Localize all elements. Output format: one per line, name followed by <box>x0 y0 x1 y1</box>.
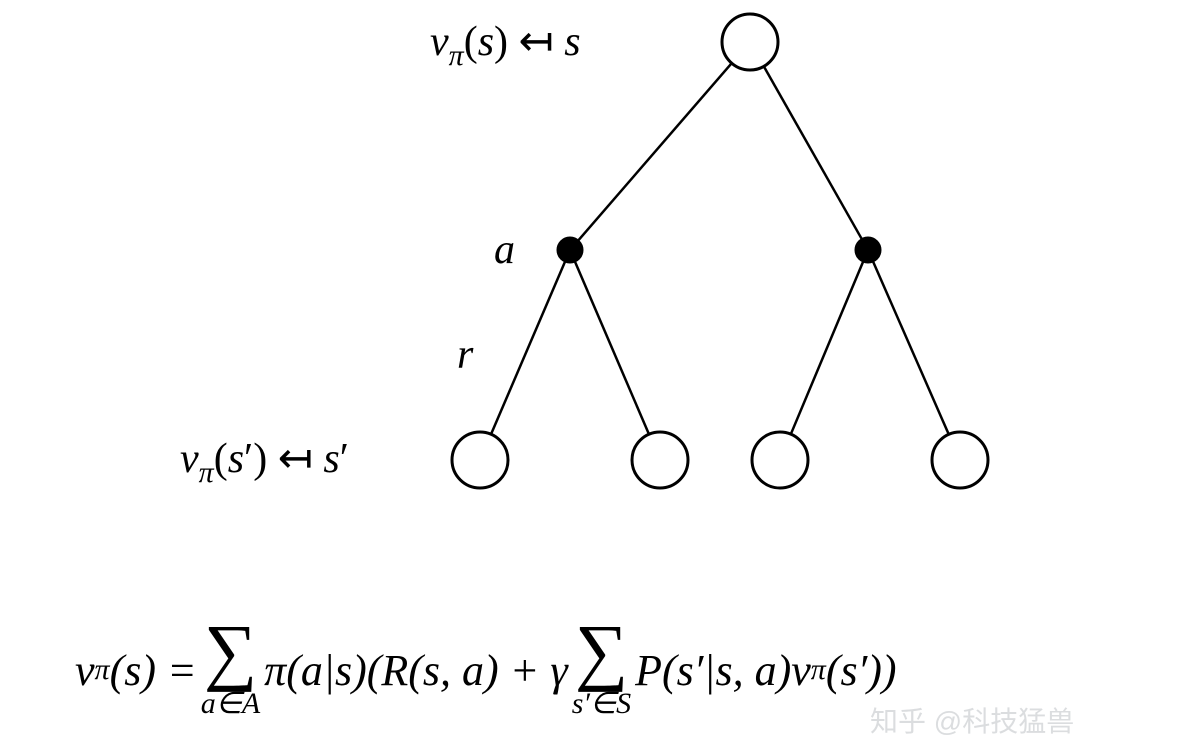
bellman-equation: vπ(s) = ∑a∈A π(a|s)(R(s, a) + γ ∑s′∈S P(… <box>75 620 897 721</box>
tree-edge <box>873 262 949 434</box>
tree-edge <box>579 63 732 240</box>
action-node <box>557 237 583 263</box>
tree-edge <box>764 66 862 238</box>
state-node <box>722 14 778 70</box>
summation-index: s′∈S <box>572 686 631 721</box>
sigma-symbol: ∑ <box>572 620 631 684</box>
state-node <box>752 432 808 488</box>
tree-label-leaf: vπ(s′) ↤ s′ <box>180 436 349 489</box>
watermark-text: 知乎 @科技猛兽 <box>870 706 1074 737</box>
formula-row: vπ(s) = ∑a∈A π(a|s)(R(s, a) + γ ∑s′∈S P(… <box>75 620 897 721</box>
tree-edge <box>575 262 649 434</box>
state-node <box>632 432 688 488</box>
action-node <box>855 237 881 263</box>
summation: ∑a∈A <box>201 620 260 721</box>
tree-label-r: r <box>457 332 474 378</box>
sigma-symbol: ∑ <box>201 620 260 684</box>
tree-label-a: a <box>494 227 515 273</box>
summation: ∑s′∈S <box>572 620 631 721</box>
tree-edge <box>491 262 565 434</box>
tree-edge <box>791 262 863 434</box>
tree-label-root: vπ(s) ↤ s <box>430 19 581 72</box>
summation-index: a∈A <box>201 686 260 721</box>
watermark: 知乎 @科技猛兽 <box>870 700 1074 740</box>
state-node <box>452 432 508 488</box>
state-node <box>932 432 988 488</box>
